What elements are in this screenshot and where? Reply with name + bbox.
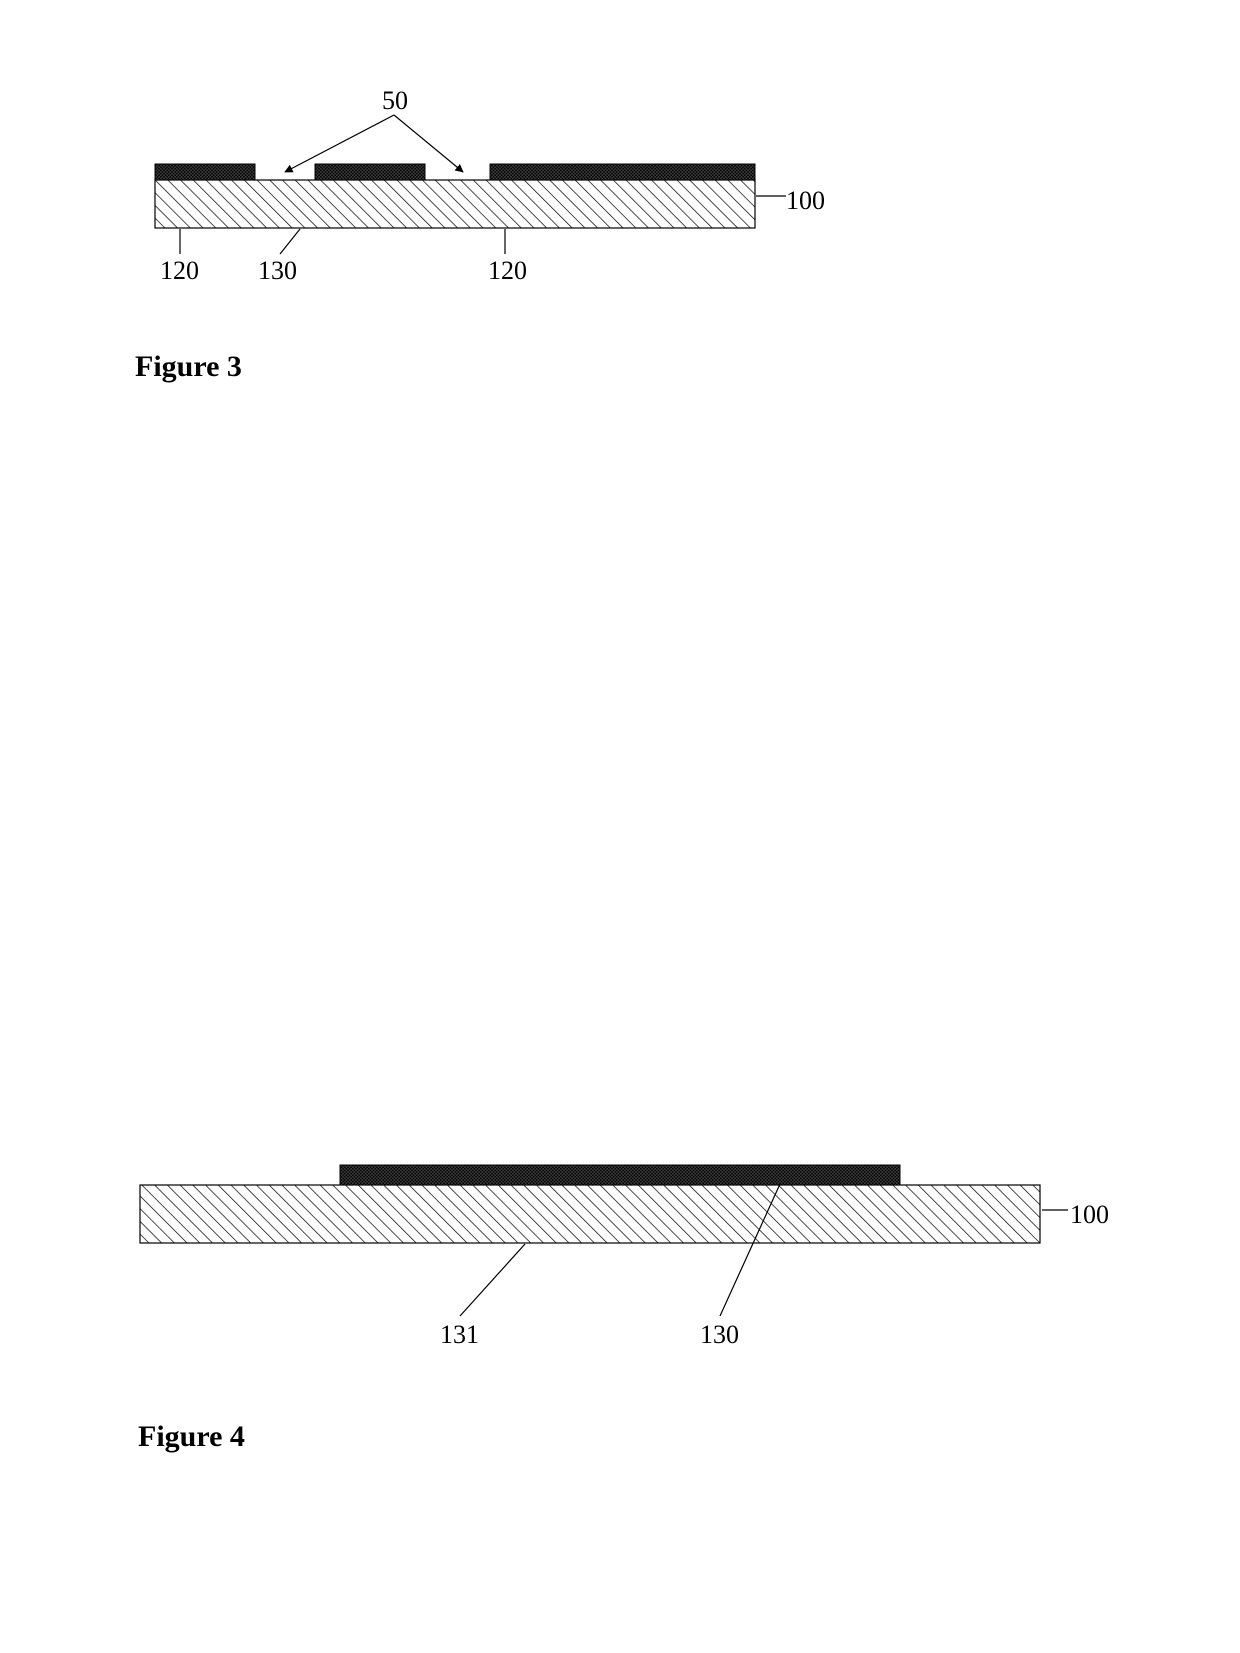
fig3-top-segments: [155, 164, 755, 180]
layer-segment: [340, 1165, 900, 1185]
fig4-top-segments: [340, 1165, 900, 1185]
fig4-substrate: [140, 1185, 1040, 1243]
fig4-label-130: 130: [700, 1320, 739, 1350]
page: 50 100 120 130 120 Figure 3 100 131 130 …: [0, 0, 1240, 1653]
fig4-caption: Figure 4: [138, 1420, 245, 1454]
fig3-label-120-r: 120: [488, 256, 527, 286]
leader-line: [285, 115, 394, 172]
layer-segment: [490, 164, 755, 180]
leader-line: [280, 229, 300, 254]
diagram-svg: [0, 0, 1240, 1653]
fig3-caption: Figure 3: [135, 350, 242, 384]
figure-4: [140, 1165, 1068, 1316]
layer-segment: [155, 164, 255, 180]
fig4-label-131: 131: [440, 1320, 479, 1350]
fig3-label-130: 130: [258, 256, 297, 286]
fig3-label-120-l: 120: [160, 256, 199, 286]
figure-3: [155, 115, 786, 254]
fig4-label-100: 100: [1070, 1200, 1109, 1230]
layer-segment: [315, 164, 425, 180]
fig3-label-50: 50: [382, 86, 408, 116]
leader-line: [394, 115, 463, 172]
leader-line: [460, 1244, 525, 1316]
fig3-label-100: 100: [786, 186, 825, 216]
fig3-substrate: [155, 180, 755, 228]
